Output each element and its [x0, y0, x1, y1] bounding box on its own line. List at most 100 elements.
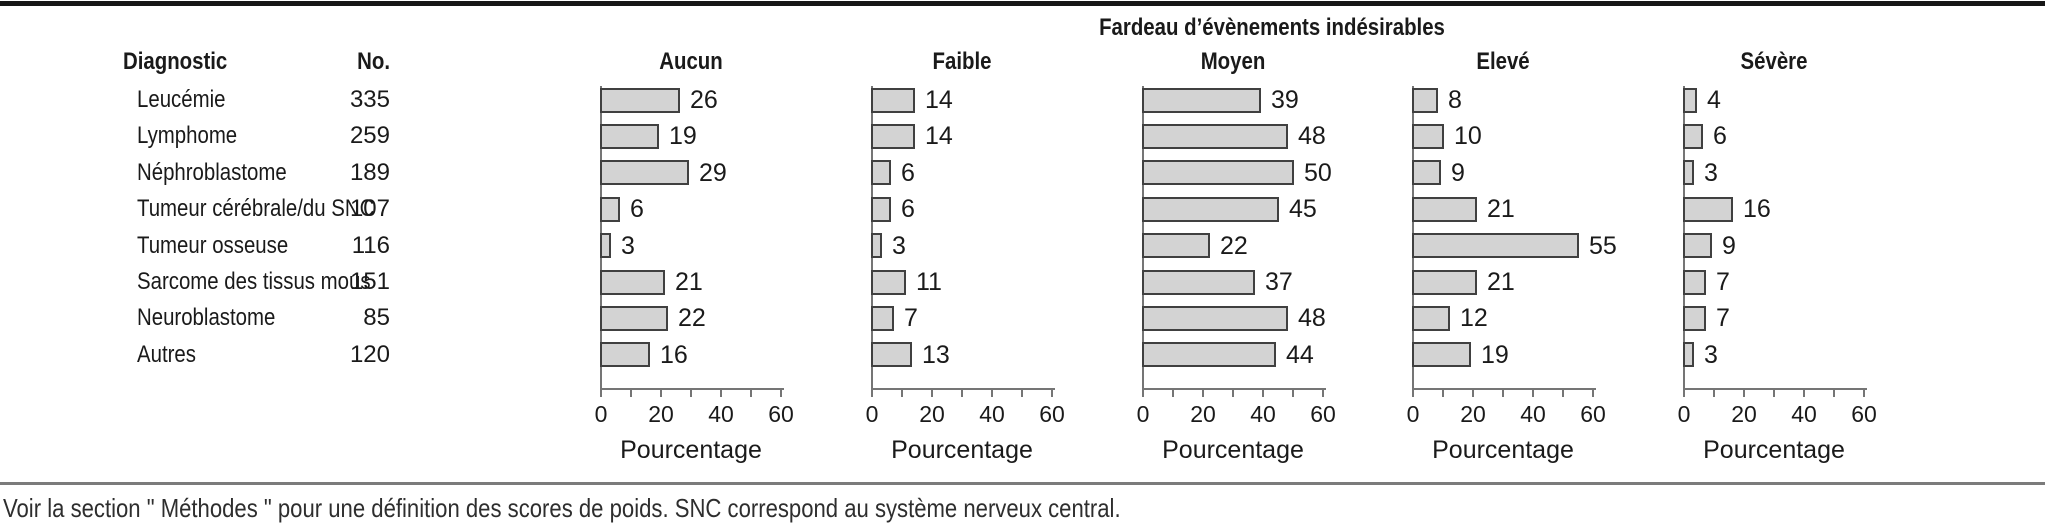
axis-tick — [991, 388, 993, 397]
axis-tick-label: 60 — [1310, 401, 1336, 427]
axis-tick — [1502, 388, 1504, 397]
axis-tick — [1863, 388, 1865, 397]
axis-tick-label: 20 — [648, 401, 674, 427]
axis-tick-label: 60 — [768, 401, 794, 427]
axis-tick — [1232, 388, 1234, 397]
bar — [871, 233, 882, 259]
row-label: Tumeur cérébrale/du SNC — [137, 195, 375, 223]
axis-tick — [750, 388, 752, 397]
axis-tick — [1142, 388, 1144, 397]
bar-value-label: 44 — [1286, 340, 1314, 369]
panel-header: Moyen — [1200, 48, 1266, 75]
axis-tick-label: 20 — [1190, 401, 1216, 427]
bar-value-label: 11 — [916, 268, 942, 296]
bar-value-label: 14 — [925, 122, 953, 151]
axis-tick — [1532, 388, 1534, 397]
bar-value-label: 6 — [901, 158, 915, 187]
bar — [1412, 87, 1438, 113]
bar — [1683, 342, 1694, 368]
x-axis-label: Pourcentage — [1703, 436, 1845, 464]
row-label: Tumeur osseuse — [137, 231, 289, 259]
row-label: Leucémie — [137, 86, 226, 113]
bar — [871, 305, 894, 331]
bar — [1142, 196, 1279, 222]
bar-value-label: 4 — [1707, 86, 1721, 114]
bar — [1142, 233, 1210, 259]
axis-tick — [931, 388, 933, 397]
bar — [1142, 305, 1288, 331]
axis-tick-label: 0 — [865, 401, 879, 427]
axis-tick — [1592, 388, 1594, 397]
x-axis — [600, 388, 784, 390]
axis-tick — [1172, 388, 1174, 397]
bar — [871, 87, 915, 113]
row-n-value: 85 — [363, 304, 390, 332]
bar — [1412, 123, 1444, 149]
x-axis — [1683, 388, 1867, 390]
bar-value-label: 26 — [690, 86, 718, 114]
row-label: Autres — [137, 340, 196, 368]
bar — [600, 305, 668, 331]
x-axis-label: Pourcentage — [891, 436, 1033, 464]
row-n-value: 116 — [351, 231, 390, 259]
axis-tick — [1051, 388, 1053, 397]
axis-tick — [1683, 388, 1685, 397]
bar-value-label: 3 — [1704, 340, 1718, 369]
bar — [1142, 342, 1276, 368]
column-header-diagnostic: Diagnostic — [123, 48, 228, 75]
axis-tick — [1833, 388, 1835, 397]
bar — [871, 160, 891, 186]
bar-value-label: 6 — [630, 195, 644, 224]
bar — [1683, 233, 1712, 259]
bar — [1412, 305, 1450, 331]
panel-header: Elevé — [1476, 48, 1530, 75]
axis-tick — [1442, 388, 1444, 397]
bar-value-label: 22 — [678, 304, 706, 333]
bar — [600, 196, 620, 222]
bar — [1683, 269, 1706, 295]
axis-tick — [1322, 388, 1324, 397]
axis-tick — [1562, 388, 1564, 397]
bar — [1412, 196, 1477, 222]
bar-value-label: 9 — [1722, 231, 1736, 260]
top-border-line — [0, 1, 2045, 6]
bar — [600, 269, 665, 295]
bar — [600, 123, 659, 149]
bar-value-label: 48 — [1298, 304, 1326, 333]
bar-value-label: 6 — [1713, 122, 1727, 151]
bar-value-label: 7 — [1716, 268, 1730, 296]
bar-value-label: 10 — [1454, 122, 1482, 151]
bar-value-label: 3 — [892, 231, 906, 260]
bar — [1412, 342, 1471, 368]
bar — [600, 160, 689, 186]
axis-tick — [871, 388, 873, 397]
row-label: Lymphome — [137, 122, 238, 150]
bar-value-label: 7 — [904, 304, 918, 333]
axis-tick-label: 40 — [1250, 401, 1276, 427]
axis-tick-label: 40 — [1791, 401, 1817, 427]
axis-tick — [1262, 388, 1264, 397]
row-label: Sarcome des tissus mous — [137, 268, 371, 295]
bar-value-label: 50 — [1304, 158, 1332, 187]
bar — [871, 269, 906, 295]
axis-tick-label: 0 — [1406, 401, 1420, 427]
row-n-value: 259 — [349, 122, 390, 150]
bar-value-label: 21 — [1487, 268, 1515, 296]
axis-tick-label: 60 — [1851, 401, 1877, 427]
axis-tick — [690, 388, 692, 397]
bar — [600, 233, 611, 259]
axis-tick — [1803, 388, 1805, 397]
column-header-no: No. — [357, 48, 390, 75]
axis-tick — [1292, 388, 1294, 397]
bar — [600, 87, 680, 113]
bar — [600, 342, 650, 368]
axis-tick — [780, 388, 782, 397]
bar — [1683, 87, 1697, 113]
axis-tick — [901, 388, 903, 397]
panel-header: Sévère — [1740, 48, 1808, 75]
bar-value-label: 14 — [925, 86, 953, 114]
bar-value-label: 19 — [1481, 340, 1509, 369]
chart-title: Fardeau d’évènements indésirables — [1099, 14, 1445, 41]
axis-tick — [1743, 388, 1745, 397]
